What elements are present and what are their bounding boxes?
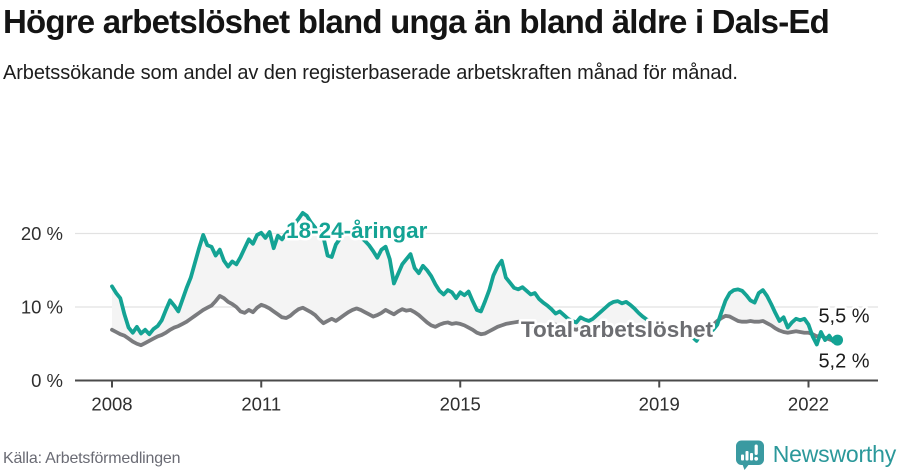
chart-title: Högre arbetslöshet bland unga än bland ä… bbox=[3, 3, 830, 40]
x-tick-label: 2011 bbox=[241, 394, 281, 415]
newsworthy-speech-bubble-chart-icon bbox=[735, 440, 764, 470]
annotation-label: Total arbetslöshet bbox=[521, 317, 714, 342]
y-tick-label: 10 % bbox=[21, 297, 63, 318]
newsworthy-logo: Newsworthy bbox=[734, 439, 896, 470]
header: Högre arbetslöshet bland unga än bland ä… bbox=[0, 0, 900, 87]
source-note: Källa: Arbetsförmedlingen bbox=[3, 450, 181, 467]
line-chart: 2008 2011 2015 2019 2022 0 % 10 % 20 % 18-24-åri… bbox=[21, 211, 878, 415]
annotation-label: 5,5 % bbox=[818, 305, 869, 327]
footer: Källa: Arbetsförmedlingen Newsworthy bbox=[0, 434, 900, 474]
series-line-18-24-åringar bbox=[110, 211, 840, 347]
y-tick-label: 0 % bbox=[31, 370, 63, 391]
x-tick-label: 2015 bbox=[440, 394, 481, 415]
series-end-dot bbox=[832, 334, 844, 346]
newsworthy-wordmark: Newsworthy bbox=[772, 441, 896, 467]
x-tick-label: 2019 bbox=[639, 394, 680, 415]
y-tick-label: 20 % bbox=[21, 223, 63, 244]
annotation-label: 5,2 % bbox=[818, 350, 869, 372]
band-between-series bbox=[112, 212, 838, 346]
annotation-label: 18-24-åringar bbox=[286, 218, 428, 243]
x-tick-label: 2022 bbox=[788, 394, 829, 415]
chart-subtitle: Arbetssökande som andel av den registerb… bbox=[3, 62, 738, 84]
x-tick-label: 2008 bbox=[91, 394, 132, 415]
